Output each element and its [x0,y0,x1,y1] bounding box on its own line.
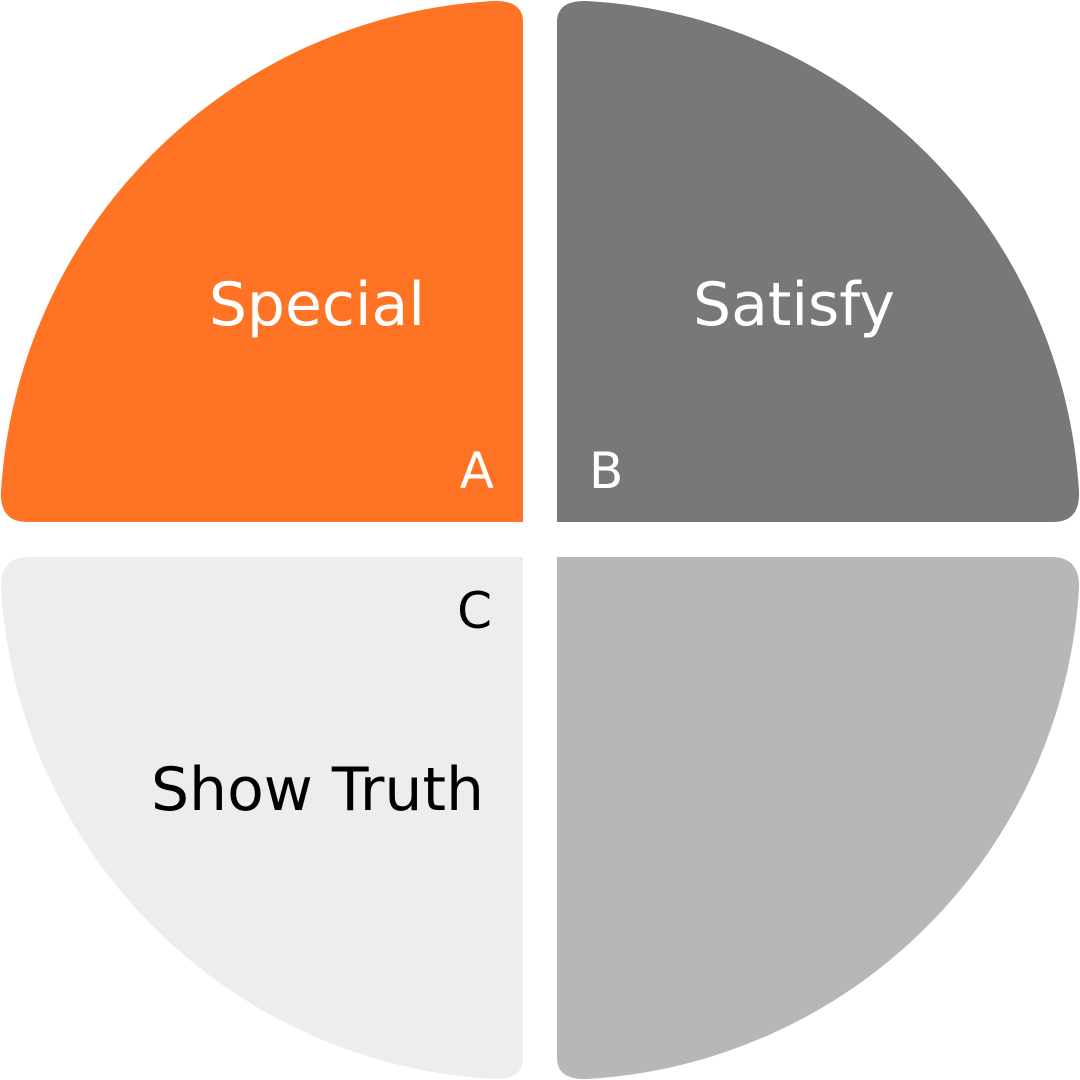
quadrant-d [557,557,1080,1080]
quadrant-a-shape [0,0,523,522]
quadrant-d-shape [557,557,1080,1080]
quadrant-a: Special A [0,0,523,522]
quadrant-c-letter: C [457,582,492,640]
quadrant-c-shape [0,557,523,1080]
quadrant-a-letter: A [460,442,494,500]
quadrant-b-title: Satisfy [693,270,895,340]
quadrant-b: Satisfy B [557,0,1080,522]
quadrant-c-title: Show Truth [151,755,484,825]
quadrant-b-letter: B [589,442,623,500]
quadrant-a-title: Special [209,270,425,340]
quadrant-b-shape [557,0,1080,522]
quadrant-c: C Show Truth [0,557,523,1080]
